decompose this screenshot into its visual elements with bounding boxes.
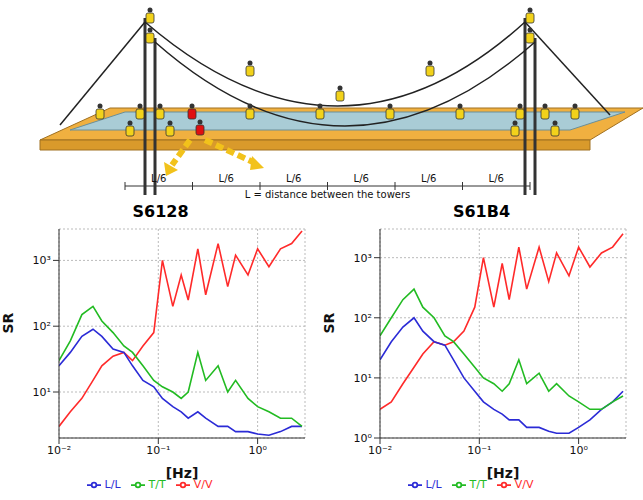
svg-text:SR: SR	[0, 312, 16, 333]
svg-text:10¹: 10¹	[354, 372, 372, 385]
svg-text:[Hz]: [Hz]	[487, 465, 520, 481]
svg-text:10⁻²: 10⁻²	[368, 444, 392, 457]
svg-text:L/6: L/6	[489, 173, 504, 184]
svg-text:10²: 10²	[354, 312, 372, 325]
svg-text:10³: 10³	[33, 254, 51, 267]
svg-text:10⁻²: 10⁻²	[47, 444, 71, 457]
svg-text:L/6: L/6	[219, 173, 234, 184]
svg-text:L/6: L/6	[354, 173, 369, 184]
html-text:V/V: V/V	[193, 478, 213, 491]
svg-text:SR: SR	[321, 312, 337, 333]
svg-text:[Hz]: [Hz]	[166, 465, 199, 481]
html-text:T/T: T/T	[148, 478, 166, 491]
svg-text:10³: 10³	[354, 252, 372, 265]
html-text:T/T: T/T	[469, 478, 487, 491]
html-text:L/L: L/L	[425, 478, 442, 491]
html-text:S6128: S6128	[132, 202, 189, 221]
html-text:V/V: V/V	[514, 478, 534, 491]
svg-text:10⁰: 10⁰	[569, 444, 588, 457]
svg-text:10²: 10²	[33, 320, 51, 333]
svg-text:L = distance between the tower: L = distance between the towers	[245, 189, 411, 200]
svg-text:10⁻¹: 10⁻¹	[467, 444, 491, 457]
svg-text:L/6: L/6	[151, 173, 166, 184]
svg-text:10⁻¹: 10⁻¹	[146, 444, 170, 457]
svg-text:L/6: L/6	[286, 173, 301, 184]
html-text:L/L: L/L	[104, 478, 121, 491]
html-text:S61B4: S61B4	[452, 202, 511, 221]
svg-text:10¹: 10¹	[33, 386, 51, 399]
svg-text:L/6: L/6	[421, 173, 436, 184]
svg-text:10⁰: 10⁰	[354, 432, 373, 445]
svg-text:10⁰: 10⁰	[248, 444, 267, 457]
